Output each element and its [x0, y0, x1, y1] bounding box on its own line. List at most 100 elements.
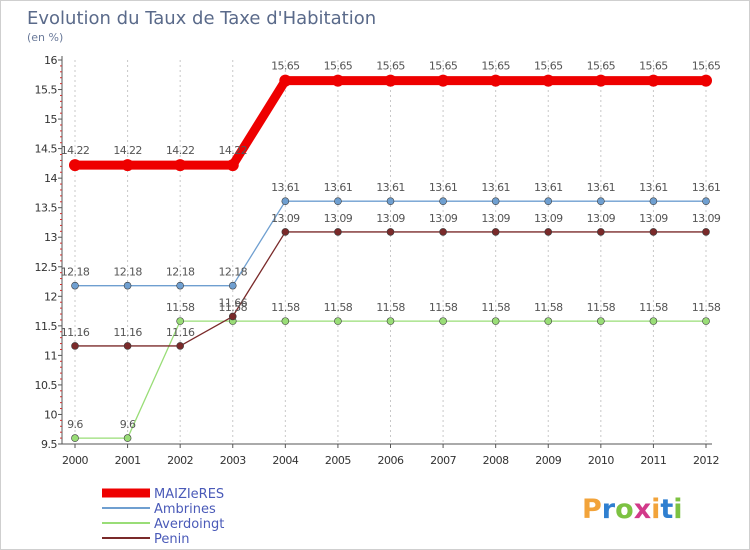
data-label: 15.65 [639, 60, 668, 73]
data-point [71, 281, 79, 290]
data-point [226, 159, 239, 172]
data-point [123, 342, 132, 350]
data-label: 15.65 [692, 60, 721, 73]
data-point [439, 228, 447, 236]
data-point [597, 317, 605, 325]
data-label: 15.65 [376, 60, 405, 73]
data-point [437, 74, 450, 87]
logo-letter: o [615, 494, 634, 525]
data-point [174, 159, 187, 172]
data-point [649, 317, 658, 325]
data-label: 9.6 [67, 418, 83, 431]
data-label: 14.22 [166, 144, 195, 157]
data-label: 12.18 [219, 266, 248, 279]
data-label: 13.09 [481, 212, 510, 225]
data-label: 11.16 [166, 326, 195, 339]
x-tick-label-2007: 2007 [430, 454, 456, 467]
logo-letter: P [582, 494, 602, 525]
data-point [334, 197, 342, 205]
data-label: 13.61 [639, 181, 668, 194]
y-tick-label: 14.5 [35, 143, 58, 156]
data-label: 13.09 [587, 212, 616, 225]
data-point [279, 74, 292, 87]
logo-letter: r [602, 494, 616, 525]
data-point [71, 434, 79, 442]
data-label: 11.58 [481, 301, 510, 314]
data-point [489, 74, 502, 87]
data-point [281, 228, 290, 236]
data-point [334, 317, 342, 325]
data-label: 13.61 [271, 181, 300, 194]
data-point [228, 281, 237, 290]
x-tick-label-2011: 2011 [640, 454, 666, 467]
logo-letter: i [673, 494, 682, 525]
data-label: 14.22 [61, 144, 90, 157]
x-tick-label-2001: 2001 [115, 454, 141, 467]
data-point [491, 317, 500, 325]
x-tick-label-2004: 2004 [272, 454, 298, 467]
data-label: 11.16 [61, 326, 90, 339]
data-label: 12.18 [113, 266, 142, 279]
x-tick-label-2008: 2008 [483, 454, 509, 467]
data-label: 13.61 [534, 181, 563, 194]
data-point [281, 317, 290, 325]
data-point [700, 74, 712, 87]
x-tick-label-2000: 2000 [62, 454, 88, 467]
data-point [71, 342, 79, 350]
data-label: 11.58 [376, 301, 405, 314]
y-tick-label: 10.5 [35, 379, 58, 392]
data-label: 13.09 [324, 212, 353, 225]
data-label: 13.61 [429, 181, 458, 194]
data-label: 11.58 [692, 301, 721, 314]
data-point [386, 228, 395, 236]
legend-label-averdoingt: Averdoingt [154, 517, 224, 532]
legend-label-penin: Penin [154, 532, 189, 547]
data-point [702, 197, 710, 205]
x-tick-label-2005: 2005 [325, 454, 351, 467]
data-point [386, 197, 395, 205]
data-point [542, 74, 555, 87]
data-point [334, 228, 342, 236]
y-tick-label: 9.5 [41, 438, 57, 451]
data-point [702, 228, 710, 236]
data-label: 13.09 [429, 212, 458, 225]
data-label: 12.18 [166, 266, 195, 279]
data-label: 14.22 [113, 144, 142, 157]
data-label: 13.61 [587, 181, 616, 194]
data-label: 14.22 [219, 144, 248, 157]
logo-letter: i [651, 494, 660, 525]
data-label: 11.58 [324, 301, 353, 314]
x-tick-label-2002: 2002 [167, 454, 193, 467]
data-label: 11.58 [639, 301, 668, 314]
data-label: 11.66 [219, 296, 248, 309]
data-point [123, 434, 132, 442]
data-point [123, 281, 132, 290]
data-label: 11.16 [113, 326, 142, 339]
x-tick-label-2010: 2010 [588, 454, 614, 467]
x-tick-label-2003: 2003 [220, 454, 246, 467]
data-label: 11.58 [271, 301, 300, 314]
data-point [647, 74, 660, 87]
data-label: 13.61 [692, 181, 721, 194]
data-label: 13.09 [639, 212, 668, 225]
data-point [121, 159, 134, 172]
x-tick-label-2009: 2009 [535, 454, 561, 467]
data-label: 13.61 [481, 181, 510, 194]
data-label: 11.58 [429, 301, 458, 314]
x-tick-label-2006: 2006 [378, 454, 404, 467]
data-label: 11.58 [166, 301, 195, 314]
data-point [439, 317, 447, 325]
y-tick-label: 16 [44, 54, 57, 67]
data-labels: 14.22 14.22 14.22 14.22 15.65 15.65 15.65 15.65… [61, 60, 722, 431]
logo-letter: x [634, 494, 651, 525]
y-tick-label: 15 [44, 113, 57, 126]
data-point [594, 74, 607, 87]
data-point [649, 197, 658, 205]
data-point [649, 228, 658, 236]
chart-subtitle: (en %) [27, 31, 63, 44]
proxiti-logo: Proxiti [582, 494, 683, 525]
data-label: 11.58 [219, 301, 248, 314]
data-point [228, 312, 237, 321]
data-point [544, 317, 553, 325]
